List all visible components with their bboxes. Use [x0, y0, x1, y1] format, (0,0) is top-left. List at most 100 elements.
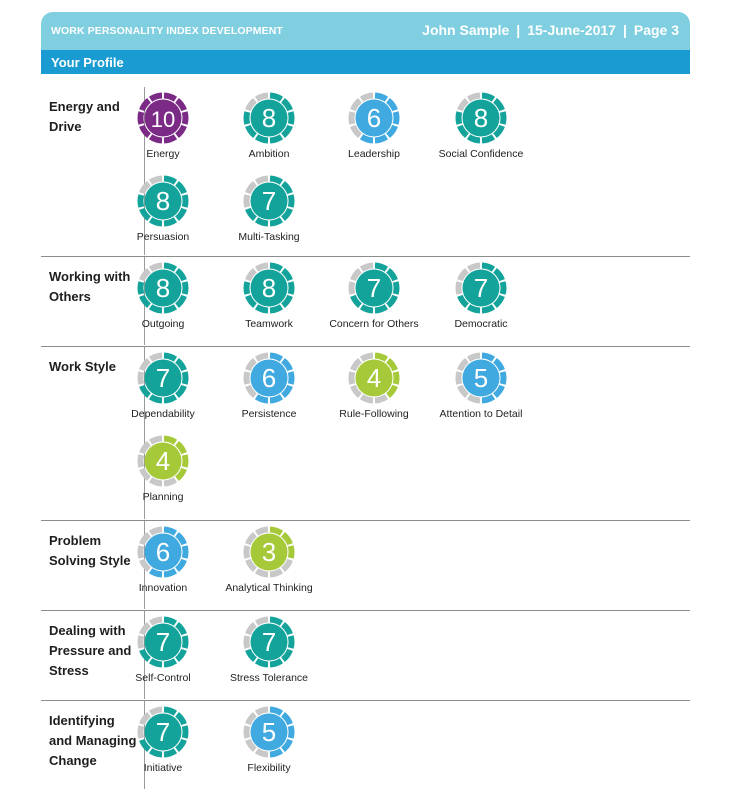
- gauge-segment-filled: [163, 92, 178, 102]
- gauge-segment-filled: [374, 134, 389, 144]
- gauge-center: [144, 713, 182, 751]
- score-value: 6: [156, 537, 170, 567]
- gauge-segment-filled: [374, 262, 389, 272]
- gauge-segment-filled: [386, 358, 398, 372]
- gauge-segment-filled: [175, 532, 187, 546]
- gauge-segment-empty: [139, 268, 151, 282]
- trait-label: Self-Control: [135, 672, 191, 684]
- gauge-center: [250, 269, 288, 307]
- gauge-center: [250, 533, 288, 571]
- gauge-segment-filled: [281, 124, 293, 138]
- trait-label: Social Confidence: [438, 148, 524, 160]
- gauge-segment-filled: [163, 134, 178, 144]
- score-gauge: 7: [455, 262, 507, 314]
- gauge-segment-empty: [148, 435, 163, 445]
- section-title: Problem Solving Style: [49, 533, 131, 568]
- gauge-segment-filled: [281, 738, 293, 752]
- gauge-segment-empty: [148, 706, 163, 716]
- gauge-segment-filled: [148, 568, 163, 578]
- gauge-segment-filled: [254, 658, 269, 668]
- trait-label: Rule-Following: [339, 408, 409, 420]
- gauge-segment-filled: [163, 175, 178, 185]
- gauge-segment-filled: [350, 294, 362, 308]
- section-title: Energy and Drive: [49, 99, 120, 134]
- gauge-segment-empty: [254, 706, 269, 716]
- gauge-segment-filled: [287, 371, 295, 385]
- trait-label: Innovation: [138, 582, 188, 594]
- score-gauge: 4: [348, 352, 400, 404]
- gauge-segment-filled: [287, 545, 295, 559]
- score-gauge: 3: [243, 526, 295, 578]
- gauge-segment-filled: [175, 738, 187, 752]
- score-gauge: 8: [455, 92, 507, 144]
- score-value: 7: [262, 627, 276, 657]
- gauge-segment-filled: [163, 658, 178, 668]
- gauge-segment-empty: [245, 558, 257, 572]
- gauge-segment-empty: [254, 748, 269, 758]
- gauge-segment-empty: [139, 181, 151, 195]
- page-number: Page 3: [633, 22, 679, 38]
- report-date: 15-June-2017: [527, 22, 616, 38]
- gauge-center: [462, 359, 500, 397]
- gauge-center: [250, 99, 288, 137]
- gauge-segment-filled: [245, 207, 257, 221]
- gauge-segment-filled: [386, 124, 398, 138]
- gauge-segment-filled: [175, 441, 187, 455]
- gauge-segment-empty: [374, 394, 389, 404]
- gauge-segment-filled: [281, 532, 293, 546]
- gauge-segment-filled: [148, 92, 163, 102]
- gauge-segment-filled: [493, 358, 505, 372]
- gauge-segment-empty: [139, 558, 151, 572]
- gauge-segment-empty: [243, 545, 251, 559]
- gauge-segment-filled: [148, 658, 163, 668]
- gauge-segment-filled: [374, 304, 389, 314]
- gauge-segment-filled: [139, 738, 151, 752]
- gauge-segment-filled: [281, 622, 293, 636]
- gauge-segment-empty: [466, 92, 481, 102]
- gauge-segment-empty: [245, 268, 257, 282]
- gauge-segment-filled: [269, 134, 284, 144]
- gauge-center: [355, 269, 393, 307]
- gauge-segment-filled: [392, 371, 400, 385]
- gauge-segment-filled: [455, 111, 463, 125]
- trait-score: 8 Social Confidence: [421, 92, 541, 168]
- score-gauge: 7: [243, 175, 295, 227]
- gauge-center: [355, 99, 393, 137]
- gauge-segment-filled: [269, 526, 284, 536]
- gauge-segment-filled: [281, 98, 293, 112]
- score-value: 8: [474, 103, 488, 133]
- gauge-segment-filled: [163, 526, 178, 536]
- gauge-segment-empty: [457, 98, 469, 112]
- trait-score: 7 Stress Tolerance: [209, 616, 329, 692]
- gauge-segment-empty: [137, 371, 145, 385]
- gauge-center: [250, 359, 288, 397]
- gauge-segment-filled: [269, 658, 284, 668]
- gauge-segment-empty: [148, 262, 163, 272]
- score-gauge: 8: [243, 262, 295, 314]
- report-header: WORK PERSONALITY INDEX DEVELOPMENT John …: [41, 12, 690, 74]
- gauge-segment-filled: [287, 725, 295, 739]
- gauge-segment-filled: [392, 111, 400, 125]
- page-subtitle: Your Profile: [51, 55, 124, 70]
- gauge-segment-filled: [281, 294, 293, 308]
- gauge-segment-empty: [254, 568, 269, 578]
- gauge-segment-filled: [254, 217, 269, 227]
- gauge-segment-filled: [181, 725, 189, 739]
- gauge-segment-empty: [350, 124, 362, 138]
- gauge-segment-filled: [181, 635, 189, 649]
- gauge-segment-empty: [148, 352, 163, 362]
- gauge-center: [250, 623, 288, 661]
- gauge-segment-filled: [481, 394, 496, 404]
- gauge-segment-filled: [386, 268, 398, 282]
- section-title: Work Style: [49, 359, 116, 374]
- gauge-segment-empty: [139, 712, 151, 726]
- gauge-segment-filled: [254, 394, 269, 404]
- section-title: Working with Others: [49, 269, 131, 304]
- trait-label: Persistence: [241, 408, 297, 420]
- trait-score: 4 Rule-Following: [314, 352, 434, 428]
- score-value: 4: [367, 363, 381, 393]
- trait-score: 10 Energy: [103, 92, 223, 168]
- gauge-segment-empty: [254, 616, 269, 626]
- gauge-segment-filled: [139, 294, 151, 308]
- trait-label: Persuasion: [136, 231, 190, 243]
